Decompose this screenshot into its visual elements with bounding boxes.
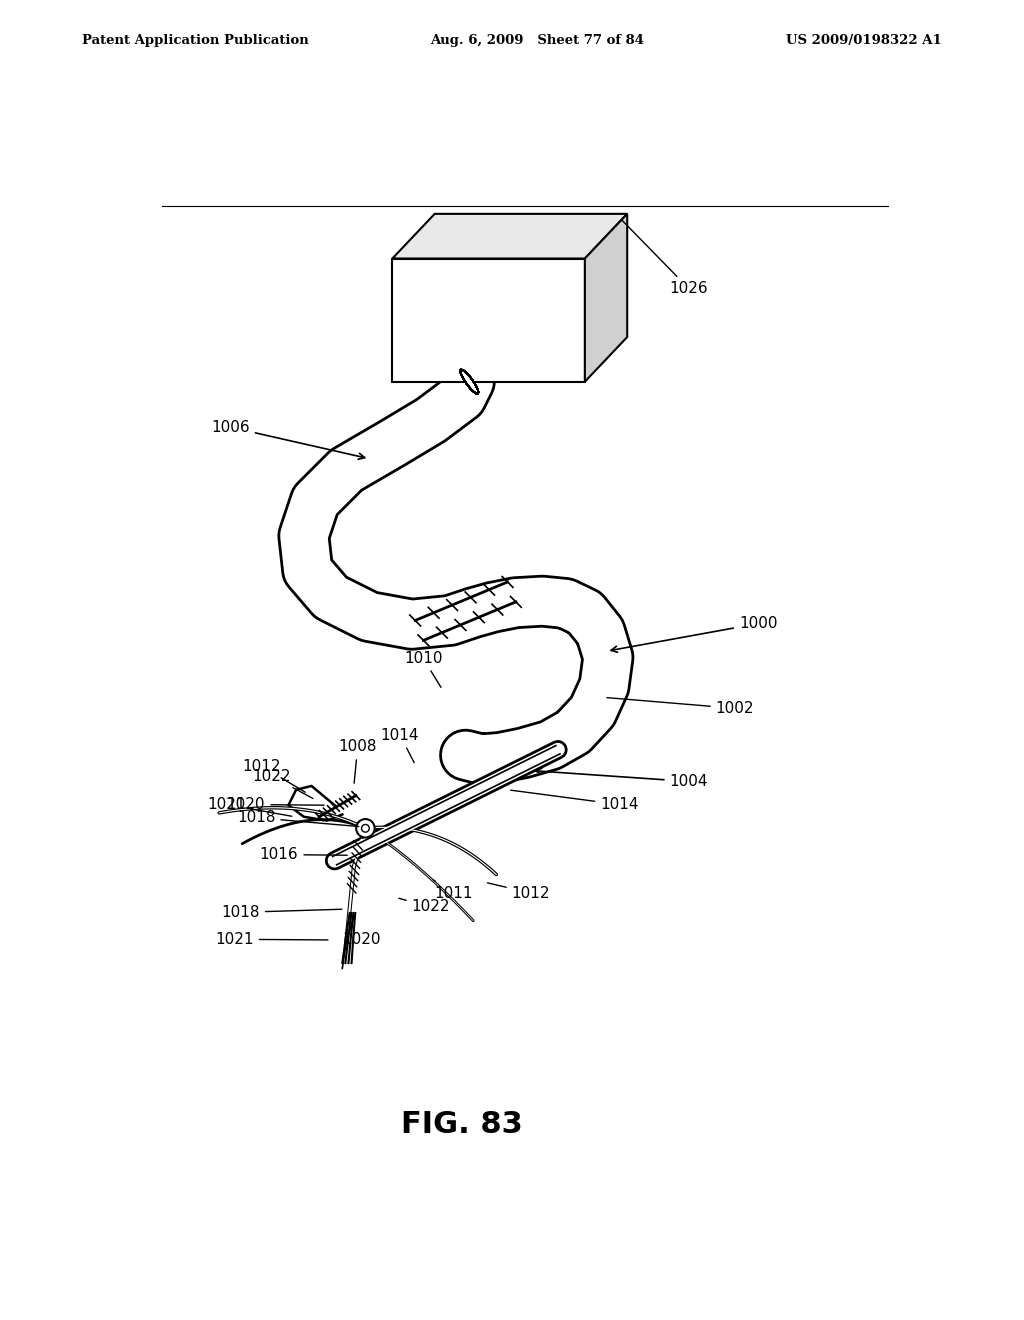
Text: 1016: 1016 <box>260 847 347 862</box>
Text: 1022: 1022 <box>399 899 451 915</box>
Polygon shape <box>461 370 478 393</box>
Circle shape <box>356 818 375 837</box>
Polygon shape <box>461 370 478 393</box>
Text: 1018: 1018 <box>237 810 358 826</box>
Polygon shape <box>461 370 478 393</box>
Text: 1014: 1014 <box>381 727 419 763</box>
Text: 1026: 1026 <box>622 219 709 296</box>
Polygon shape <box>461 370 478 393</box>
Polygon shape <box>461 370 478 393</box>
Text: 1012: 1012 <box>243 759 305 792</box>
Polygon shape <box>461 370 478 393</box>
Polygon shape <box>461 370 478 393</box>
Polygon shape <box>461 370 478 393</box>
Polygon shape <box>461 370 478 393</box>
Text: 1002: 1002 <box>607 698 755 715</box>
Polygon shape <box>461 370 478 393</box>
Text: 1020: 1020 <box>342 928 381 946</box>
Polygon shape <box>461 370 478 393</box>
Polygon shape <box>461 370 478 393</box>
Text: 1021: 1021 <box>208 797 292 816</box>
Text: 1020: 1020 <box>226 797 325 812</box>
Text: 1014: 1014 <box>511 791 639 812</box>
Polygon shape <box>585 214 628 381</box>
Polygon shape <box>461 370 478 393</box>
Text: 1022: 1022 <box>252 768 313 799</box>
Text: 1018: 1018 <box>221 904 342 920</box>
Polygon shape <box>461 370 478 393</box>
Text: 1004: 1004 <box>536 768 708 789</box>
Circle shape <box>361 825 370 832</box>
Polygon shape <box>461 370 478 393</box>
Text: 1000: 1000 <box>611 616 777 652</box>
Polygon shape <box>461 370 478 393</box>
Polygon shape <box>461 370 478 393</box>
Text: 1021: 1021 <box>215 932 328 946</box>
Polygon shape <box>461 370 478 393</box>
Text: 1006: 1006 <box>211 420 365 459</box>
Text: 1012: 1012 <box>487 883 550 900</box>
Polygon shape <box>461 370 478 393</box>
Text: 1011: 1011 <box>433 880 473 900</box>
Polygon shape <box>461 370 478 393</box>
Text: US 2009/0198322 A1: US 2009/0198322 A1 <box>786 34 942 48</box>
Polygon shape <box>461 370 478 393</box>
Polygon shape <box>461 370 478 393</box>
Text: 1010: 1010 <box>403 651 442 688</box>
Polygon shape <box>461 370 478 393</box>
Polygon shape <box>392 259 585 381</box>
Text: Patent Application Publication: Patent Application Publication <box>82 34 308 48</box>
Polygon shape <box>461 370 478 393</box>
Text: Aug. 6, 2009   Sheet 77 of 84: Aug. 6, 2009 Sheet 77 of 84 <box>430 34 644 48</box>
Polygon shape <box>461 370 478 393</box>
Polygon shape <box>461 370 478 393</box>
Polygon shape <box>461 370 478 393</box>
Text: 1008: 1008 <box>339 739 377 783</box>
Polygon shape <box>461 370 478 393</box>
Polygon shape <box>392 214 628 259</box>
Polygon shape <box>461 370 478 393</box>
Text: FIG. 83: FIG. 83 <box>400 1110 522 1139</box>
Polygon shape <box>461 370 478 393</box>
Polygon shape <box>461 370 478 393</box>
